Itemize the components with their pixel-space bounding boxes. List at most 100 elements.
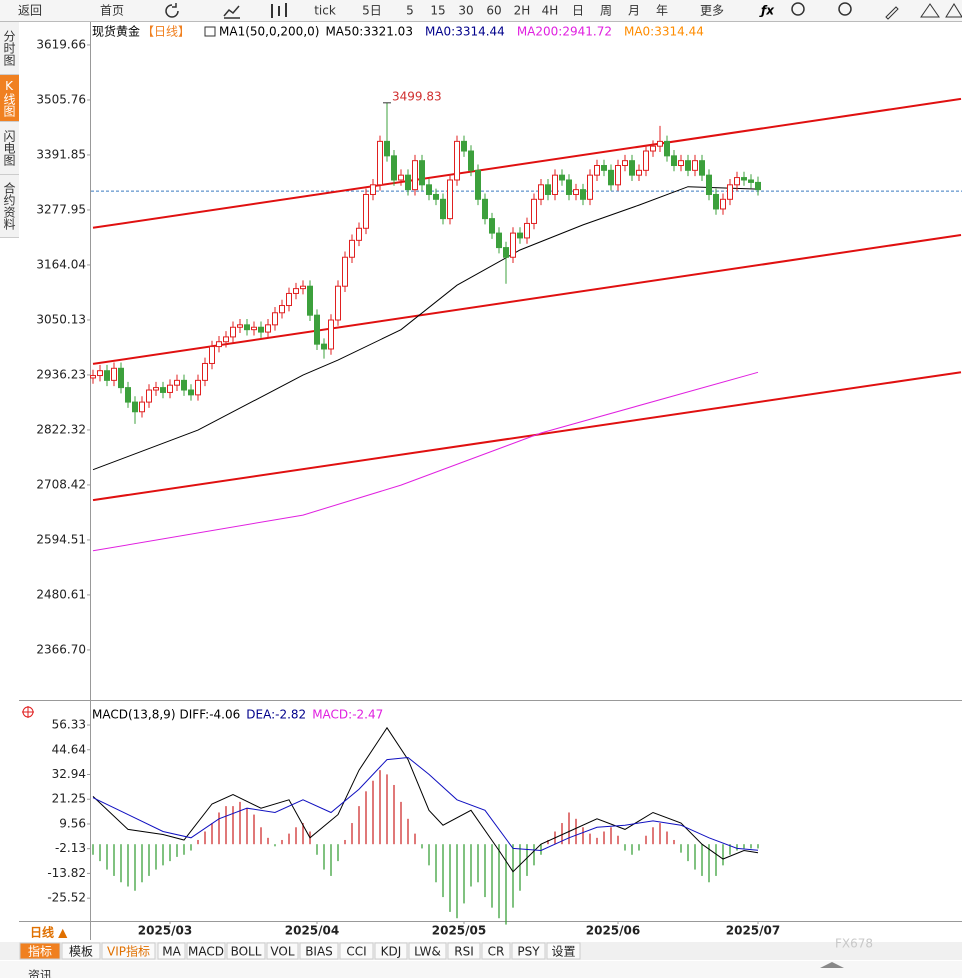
candle-body (545, 184, 551, 195)
tab[interactable]: CR (488, 945, 505, 959)
toolbar-button[interactable]: 60 (486, 4, 501, 18)
candle-body (272, 312, 278, 326)
macd-icon (22, 706, 34, 718)
y-tick-label: 3050.13 (36, 312, 86, 326)
candle-body (244, 324, 250, 331)
tab-bg[interactable] (266, 942, 299, 960)
candle-body (489, 218, 495, 234)
candle-body (727, 184, 733, 200)
candle-body (629, 160, 635, 176)
bottom-bar (0, 961, 962, 978)
candle-body (160, 387, 166, 393)
sidebar-tab[interactable]: 合约资料 (0, 175, 19, 238)
sidebar-tab[interactable]: 闪电图 (0, 122, 19, 175)
refresh-icon[interactable] (165, 3, 179, 18)
tab-bg[interactable] (511, 942, 546, 960)
toolbar-button[interactable]: 5 (406, 4, 414, 18)
tab[interactable]: 模板 (69, 945, 93, 959)
candle-body (293, 288, 299, 294)
candle-body (167, 384, 173, 393)
y-tick-label: 21.25 (52, 792, 86, 806)
y-tick-label: 2594.51 (36, 532, 86, 546)
draw-icon[interactable] (885, 6, 899, 20)
candle-body (412, 160, 418, 191)
y-tick-label: 56.33 (52, 718, 86, 732)
scroll-icon[interactable] (820, 962, 844, 968)
toolbar-button[interactable]: 30 (458, 4, 473, 18)
tab-bg[interactable] (101, 942, 156, 960)
toolbar-button[interactable]: 5日 (362, 4, 382, 18)
bottom-tab[interactable]: 资讯 (28, 969, 52, 978)
zoom-in-icon[interactable] (838, 2, 852, 16)
candle-body (559, 174, 565, 181)
tab-bg[interactable] (447, 942, 481, 960)
candle-body (517, 232, 523, 239)
candle-body (468, 150, 474, 171)
candle-body (111, 367, 117, 381)
tab-bg[interactable] (61, 942, 101, 960)
toolbar-button[interactable]: 周 (600, 4, 612, 18)
y-tick-label: 3619.66 (36, 37, 86, 51)
toolbar-button[interactable]: 2H (514, 4, 531, 18)
tab[interactable]: 指标 (28, 944, 52, 959)
candle-icon[interactable] (271, 3, 287, 18)
tab-bg[interactable] (157, 942, 186, 960)
tab[interactable]: KDJ (381, 945, 402, 959)
x-tick-label: 2025/05 (432, 924, 486, 938)
toolbar-button[interactable]: 日 (572, 4, 584, 18)
toolbar-button[interactable]: 4H (542, 4, 559, 18)
sidebar-tab[interactable]: K线图 (0, 75, 19, 122)
indicator-icon (204, 26, 216, 37)
tab-bg[interactable] (481, 942, 511, 960)
tab-bg[interactable] (299, 942, 339, 960)
candle-body (139, 401, 145, 413)
line-chart-icon[interactable] (223, 5, 240, 19)
tab-bg[interactable] (546, 942, 581, 960)
tab[interactable]: RSI (454, 945, 474, 959)
candle-body (608, 169, 614, 186)
tab[interactable]: MA (162, 945, 181, 959)
candle-body (237, 324, 243, 328)
tab[interactable]: PSY (517, 945, 540, 959)
candle-body (587, 174, 593, 200)
tab[interactable]: MACD (188, 945, 224, 959)
toolbar-button[interactable]: 年 (656, 4, 668, 18)
tab[interactable]: BIAS (305, 945, 333, 959)
candle-body (454, 140, 460, 181)
y-tick-label: 9.56 (59, 816, 86, 830)
tab[interactable]: CCI (346, 945, 366, 959)
tab-bg[interactable] (408, 942, 447, 960)
toolbar-button[interactable]: tick (314, 4, 336, 18)
toolbar-button[interactable]: 15 (430, 4, 445, 18)
candle-body (685, 160, 691, 171)
y-tick-label: 2480.61 (36, 587, 86, 601)
candle-body (734, 177, 740, 186)
fx-icon[interactable]: ƒx (759, 4, 775, 18)
tab-bg[interactable] (339, 942, 374, 960)
candle-body (174, 379, 180, 386)
sidebar-tab[interactable]: 分时图 (0, 22, 19, 75)
tab[interactable]: 设置 (551, 945, 575, 959)
tab-bg[interactable] (19, 942, 61, 960)
toolbar-button[interactable]: 更多 (700, 4, 724, 18)
candle-body (524, 222, 530, 239)
tab[interactable]: VIP指标 (107, 944, 150, 959)
toolbar-button[interactable]: 首页 (100, 4, 124, 18)
tab[interactable]: LW& (414, 945, 441, 959)
candle-body (657, 140, 663, 147)
zoom-out-icon[interactable] (791, 2, 805, 16)
period-label: 【日线】 (142, 25, 190, 39)
tab-bg[interactable] (226, 942, 266, 960)
tab-bg[interactable] (186, 942, 226, 960)
tab[interactable]: BOLL (231, 945, 262, 959)
triangle-icon[interactable] (920, 3, 940, 18)
y-tick-label: 3277.95 (36, 202, 86, 216)
period-button[interactable]: 日线 ▲ (30, 925, 68, 940)
candle-body (440, 198, 446, 220)
toolbar-button[interactable]: 返回 (18, 4, 42, 18)
tab-bg[interactable] (374, 942, 408, 960)
toolbar-button[interactable]: 月 (628, 4, 640, 18)
tab[interactable]: VOL (270, 945, 294, 959)
candle-body (265, 324, 271, 333)
triangle-icon[interactable] (945, 3, 962, 18)
